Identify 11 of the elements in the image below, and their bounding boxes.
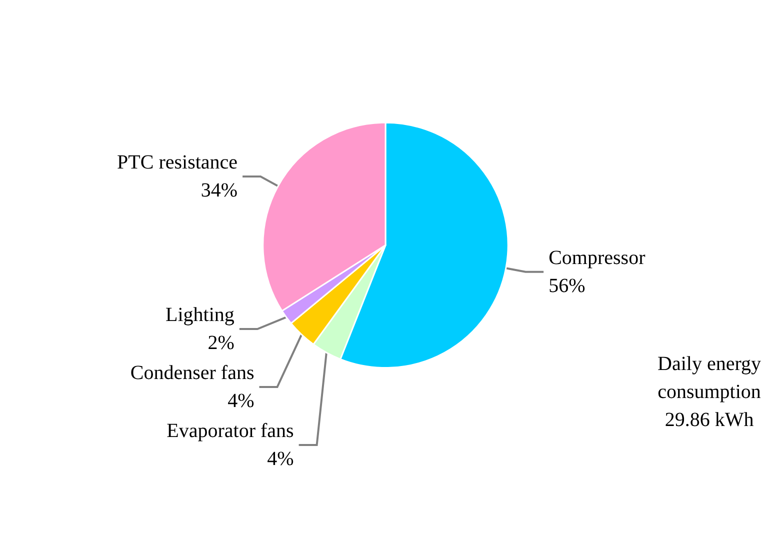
text: Daily energy consumption 29.86 kWh xyxy=(658,353,762,431)
data-label: 4% xyxy=(228,390,254,412)
data-label: 4% xyxy=(267,448,294,470)
data-label: 56% xyxy=(548,274,586,297)
slice-label: PTC resistance xyxy=(117,151,238,174)
slice-label: Condenser fans xyxy=(130,362,254,384)
slice-label: Evaporator fans xyxy=(166,420,294,442)
data-label: 2% xyxy=(208,332,234,354)
data-label: 34% xyxy=(200,179,238,202)
slice-label: Compressor xyxy=(548,246,646,269)
slice-label: Lighting xyxy=(166,304,234,326)
